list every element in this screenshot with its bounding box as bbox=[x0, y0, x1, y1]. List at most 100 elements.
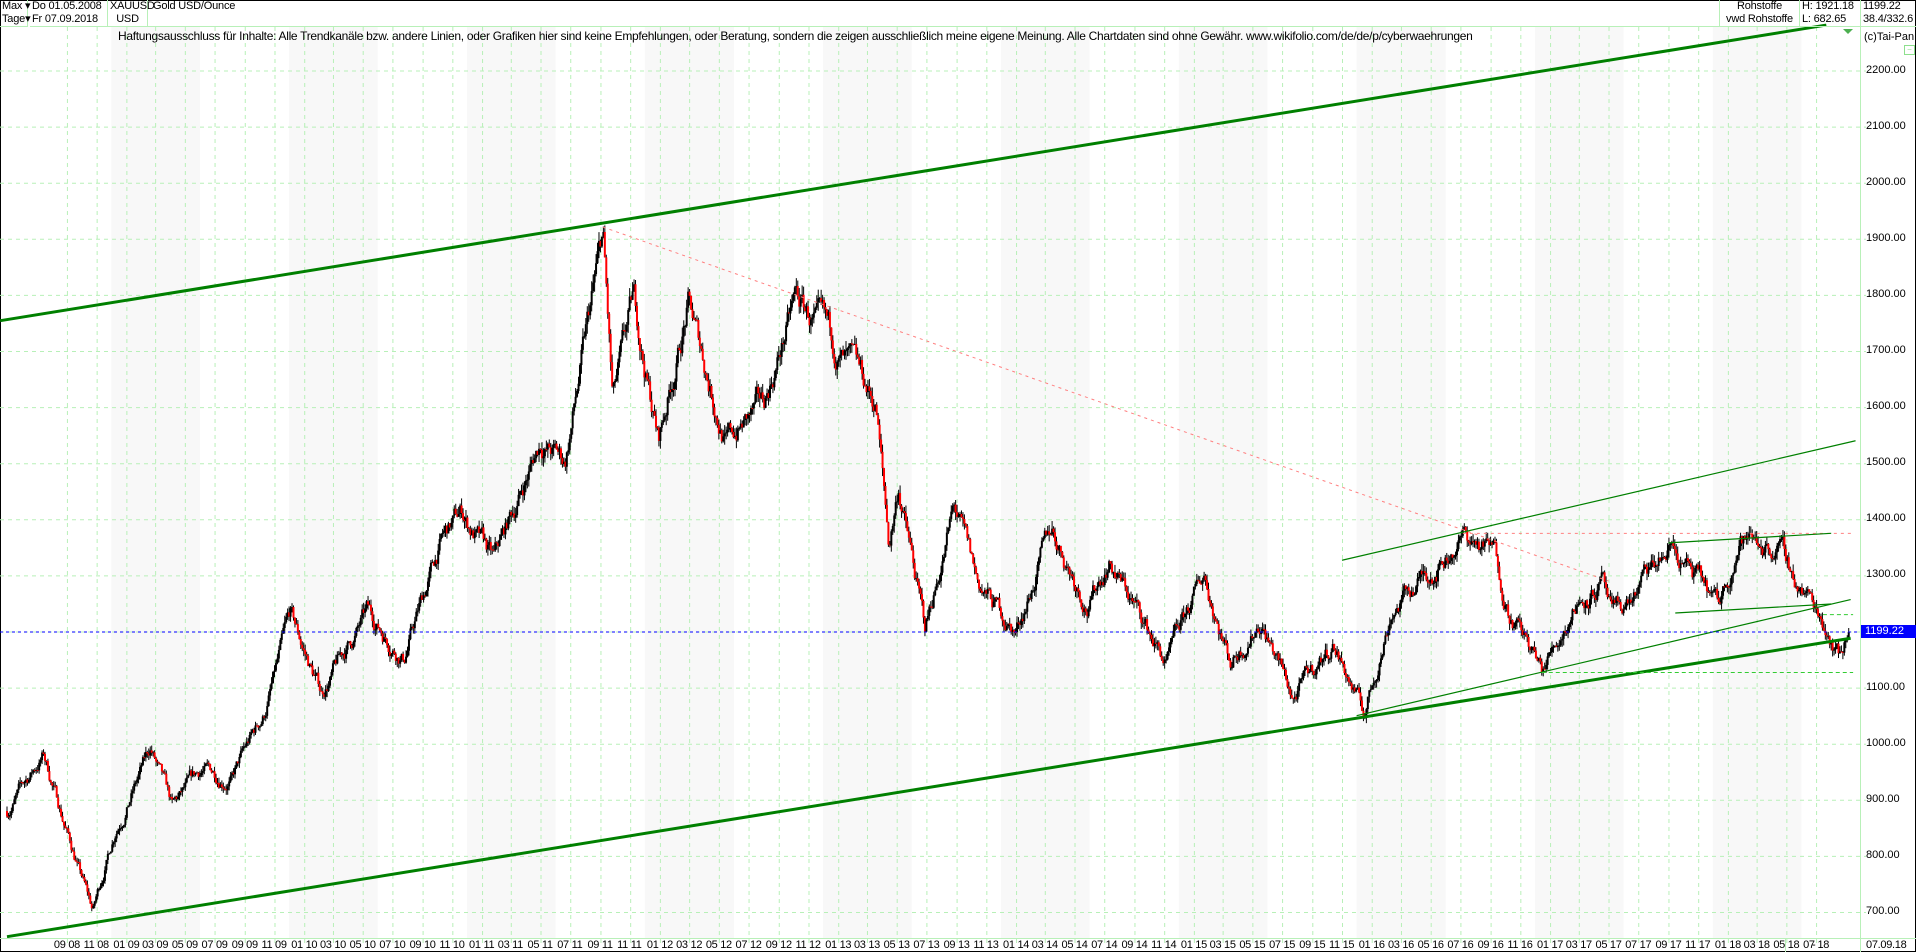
candle-body bbox=[748, 413, 751, 415]
candle-body bbox=[1581, 601, 1584, 604]
candle-body bbox=[611, 362, 614, 387]
x-tick-label: 09 08 bbox=[53, 939, 80, 951]
candle-body bbox=[1049, 534, 1052, 536]
candle-body bbox=[945, 532, 948, 546]
y-tick-label: 1900.00 bbox=[1866, 231, 1906, 244]
candle-body bbox=[1308, 671, 1311, 674]
candle-body bbox=[742, 420, 745, 428]
candle-body bbox=[476, 526, 479, 530]
candle-body bbox=[1656, 564, 1659, 567]
candle-body bbox=[1622, 609, 1625, 614]
interval-dropdown[interactable]: Tage▾ bbox=[2, 13, 31, 26]
candle-body bbox=[380, 630, 383, 634]
candle-body bbox=[1346, 676, 1349, 678]
candle-body bbox=[109, 851, 112, 854]
candle-body bbox=[346, 642, 349, 650]
start-date[interactable]: Do 01.05.2008 bbox=[32, 0, 102, 12]
candle-body bbox=[1574, 610, 1577, 614]
period-dropdown[interactable]: Max ▾ Tage▾ bbox=[0, 0, 31, 27]
candle-body bbox=[1378, 663, 1381, 676]
candle-body bbox=[1499, 579, 1502, 591]
candle-body bbox=[187, 775, 190, 778]
candle-body bbox=[662, 420, 665, 423]
candle-body bbox=[1533, 646, 1536, 651]
candle-body bbox=[1138, 602, 1141, 613]
candle-body bbox=[1691, 566, 1694, 578]
candle-body bbox=[1184, 613, 1187, 618]
candle-body bbox=[86, 884, 89, 892]
candle-body bbox=[1717, 597, 1720, 603]
candle-body bbox=[1472, 541, 1475, 543]
candle-body bbox=[891, 526, 894, 532]
candle-body bbox=[907, 531, 910, 538]
candle-body bbox=[665, 415, 668, 417]
candle-body bbox=[529, 463, 532, 472]
candle-body bbox=[1704, 580, 1707, 583]
candle-body bbox=[1779, 539, 1782, 543]
candle-body bbox=[1531, 646, 1534, 648]
candle-body bbox=[934, 590, 937, 596]
candle-body bbox=[1800, 587, 1803, 594]
candle-body bbox=[1770, 554, 1773, 559]
candle-body bbox=[1787, 557, 1790, 569]
end-date[interactable]: Fr 07.09.2018 bbox=[32, 13, 98, 25]
date-range[interactable]: Do 01.05.2008 Fr 07.09.2018 bbox=[30, 0, 108, 27]
candle-body bbox=[606, 283, 609, 314]
candle-body bbox=[1409, 590, 1412, 597]
candle-body bbox=[726, 429, 729, 433]
candle-body bbox=[714, 416, 717, 418]
x-tick-label: 05 18 bbox=[1773, 939, 1800, 951]
candle-body bbox=[19, 781, 22, 784]
candle-body bbox=[1074, 586, 1077, 592]
candle-body bbox=[115, 833, 118, 839]
candle-body bbox=[1543, 668, 1546, 670]
candle-body bbox=[980, 590, 983, 593]
candle-body bbox=[634, 284, 637, 306]
x-tick-label: 03 15 bbox=[1209, 939, 1236, 951]
candle-body bbox=[1011, 630, 1014, 632]
candle-body bbox=[986, 588, 989, 594]
candle-body bbox=[485, 538, 488, 550]
candle-body bbox=[1026, 601, 1029, 612]
candle-body bbox=[1530, 647, 1533, 651]
candle-body bbox=[1771, 558, 1774, 560]
candle-body bbox=[1077, 588, 1080, 592]
candle-body bbox=[372, 620, 375, 630]
candle-body bbox=[156, 761, 159, 763]
collapse-icon[interactable]: − bbox=[1904, 45, 1915, 55]
candle-body bbox=[1654, 564, 1657, 568]
candle-body bbox=[1295, 696, 1298, 700]
candle-body bbox=[1480, 541, 1483, 550]
candle-body bbox=[71, 849, 74, 852]
candle-body bbox=[1410, 591, 1413, 597]
candle-body bbox=[910, 542, 913, 551]
candle-body bbox=[318, 683, 321, 691]
candle-body bbox=[1274, 654, 1277, 656]
candle-body bbox=[1400, 599, 1403, 604]
candle-body bbox=[1230, 667, 1233, 669]
candle-body bbox=[207, 762, 210, 764]
candle-body bbox=[650, 399, 653, 412]
candle-body bbox=[947, 527, 950, 533]
candle-body bbox=[1526, 634, 1529, 638]
candle-body bbox=[445, 525, 448, 534]
candle-body bbox=[20, 781, 23, 783]
candle-body bbox=[1789, 568, 1792, 572]
x-tick-label: 11 17 bbox=[1685, 939, 1711, 951]
candle-body bbox=[568, 438, 571, 451]
x-tick-label: 01 13 bbox=[825, 939, 852, 951]
candle-body bbox=[106, 853, 109, 860]
candle-body bbox=[1619, 602, 1622, 610]
candle-body bbox=[120, 827, 123, 829]
candle-body bbox=[242, 746, 245, 749]
candle-body bbox=[38, 762, 41, 771]
candle-body bbox=[117, 830, 120, 834]
candle-body bbox=[894, 502, 897, 516]
candle-body bbox=[1527, 637, 1530, 647]
candle-body bbox=[828, 311, 831, 328]
candle-body bbox=[174, 796, 177, 799]
candle-body bbox=[359, 617, 362, 626]
candle-body bbox=[558, 448, 561, 452]
candle-body bbox=[251, 729, 254, 733]
